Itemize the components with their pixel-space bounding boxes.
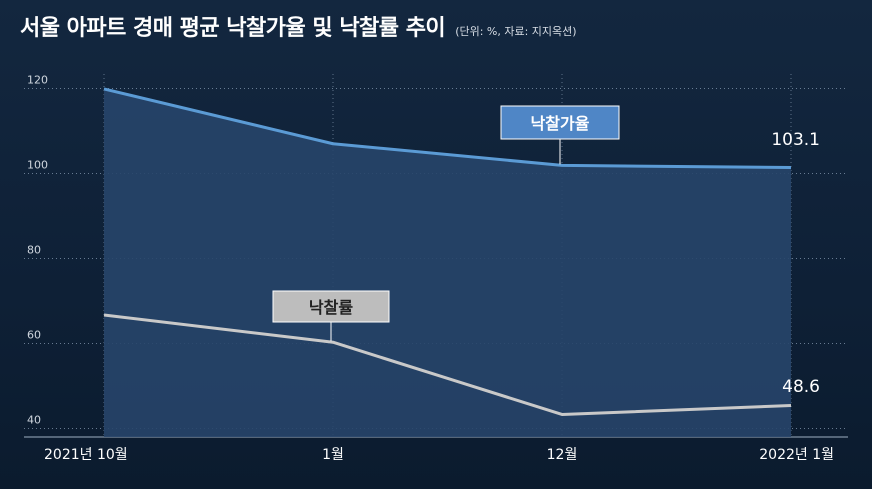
line-series-sale-rate xyxy=(103,313,792,416)
area-layer xyxy=(104,88,791,438)
line-series-price-ratio xyxy=(103,87,792,170)
x-tick-label-0: 2021년 10월 xyxy=(44,447,128,463)
title-row: 서울 아파트 경매 평균 낙찰가율 및 낙찰률 추이 (단위: %, 자료: 지… xyxy=(20,10,577,42)
y-tick-label-40: 40 xyxy=(27,414,41,427)
series-tag-label-sale-rate: 낙찰률 xyxy=(309,298,353,317)
area-series-price-ratio xyxy=(104,88,791,438)
line-layer xyxy=(103,87,792,416)
end-label-price-ratio: 103.1 xyxy=(771,130,820,150)
y-tick-label-80: 80 xyxy=(27,244,41,257)
y-tick-label-60: 60 xyxy=(27,329,41,342)
x-tick-label-2: 12월 xyxy=(547,447,578,463)
label-layer: 40 60 80 100 120 2021년 10월 1월 12월 2022년 1월 103.1 4… xyxy=(27,74,834,464)
x-tick-label-1: 1월 xyxy=(322,447,344,463)
end-label-sale-rate: 48.6 xyxy=(782,377,820,397)
chart-subtitle: (단위: %, 자료: 지지옥션) xyxy=(455,25,577,38)
series-tag-sale-rate xyxy=(272,290,390,323)
y-tick-label-100: 100 xyxy=(27,159,48,172)
series-tag-label-price-ratio: 낙찰가율 xyxy=(531,114,590,133)
series-tag-price-ratio xyxy=(500,105,620,140)
x-tick-label-3: 2022년 1월 xyxy=(759,447,834,463)
y-tick-label-120: 120 xyxy=(27,74,48,87)
chart-title: 서울 아파트 경매 평균 낙찰가율 및 낙찰률 추이 xyxy=(20,16,446,41)
